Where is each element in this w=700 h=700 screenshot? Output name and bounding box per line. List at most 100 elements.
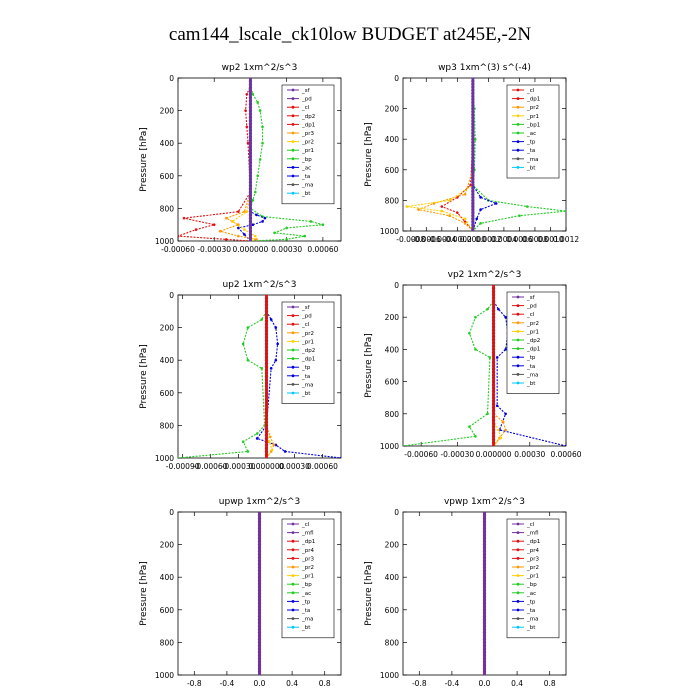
legend-entry: _ta — [301, 174, 310, 180]
series-marker — [264, 440, 269, 444]
series-marker — [248, 154, 253, 158]
series-marker — [264, 295, 269, 297]
series-marker — [482, 621, 487, 625]
series-marker — [253, 234, 257, 238]
series-marker — [491, 285, 496, 287]
series-marker — [491, 408, 496, 413]
series-marker — [264, 309, 269, 313]
legend-entry: _dp2 — [301, 348, 315, 354]
legend-entry: _dp1 — [526, 97, 540, 103]
series-marker — [482, 582, 487, 586]
legend-marker — [291, 340, 295, 343]
x-tick-label: 0.0006 — [506, 235, 532, 244]
legend-entry: _bt — [301, 391, 311, 397]
series-marker — [495, 404, 499, 408]
legend-entry: _ma — [526, 157, 538, 163]
series-marker — [264, 404, 269, 408]
series-line-2 — [472, 78, 498, 231]
series-marker — [482, 601, 487, 605]
legend-entry: _bp1 — [526, 122, 540, 128]
series-marker — [488, 356, 492, 359]
legend-marker — [516, 166, 520, 169]
series-marker — [482, 588, 487, 592]
series-marker — [504, 348, 507, 351]
legend-entry: _ta — [526, 608, 535, 614]
series-marker — [264, 352, 269, 356]
series-marker — [482, 549, 487, 553]
series-marker — [248, 161, 253, 165]
series-marker — [248, 78, 253, 80]
series-marker — [497, 307, 500, 311]
legend-entry: _cl — [301, 522, 310, 528]
series-marker — [482, 614, 487, 618]
series-marker — [504, 315, 507, 319]
series-marker — [499, 436, 503, 440]
series-marker — [564, 209, 566, 213]
series-marker — [244, 109, 247, 112]
panel-title: upwp 1xm^2/s^3 — [219, 497, 300, 507]
x-tick-label: -0.00030 — [222, 462, 256, 471]
series-marker — [257, 666, 262, 671]
legend-entry: _bt — [526, 165, 536, 171]
series-marker — [248, 223, 253, 227]
series-marker — [482, 523, 487, 527]
series-marker — [482, 644, 487, 648]
series-marker — [482, 611, 487, 615]
y-tick-label: 600 — [160, 172, 175, 181]
series-marker — [471, 97, 475, 102]
series-marker — [248, 206, 253, 210]
legend-entry: _tp — [526, 140, 536, 146]
series-marker — [248, 125, 253, 129]
series-marker — [482, 552, 487, 556]
series-marker — [248, 102, 253, 106]
series-marker — [264, 427, 269, 431]
y-tick-label: 0 — [394, 508, 399, 517]
series-marker — [248, 105, 253, 109]
legend-entry: _pr2 — [301, 331, 314, 337]
panel-5: upwp 1xm^2/s^3 Pressure [hPa] 0 200 400 600 80… — [139, 497, 342, 688]
series-marker — [264, 420, 269, 424]
series-marker — [491, 444, 496, 446]
legend-marker — [291, 565, 295, 569]
series-marker — [491, 383, 496, 387]
x-tick-label: 0.00060 — [307, 462, 338, 471]
series-marker — [257, 526, 262, 530]
series-marker — [482, 513, 487, 517]
x-tick-label: -0.4 — [220, 679, 235, 688]
panel-title: wp3 1xm^(3) s^(-4) — [438, 63, 531, 73]
series-marker — [471, 119, 475, 123]
series-marker — [251, 198, 255, 202]
y-tick-label: 600 — [385, 606, 400, 615]
y-axis-label: Pressure [hPa] — [139, 127, 149, 192]
series-marker — [283, 450, 287, 453]
legend-box — [506, 84, 560, 179]
series-marker — [248, 82, 253, 87]
y-tick-label: 0 — [169, 291, 174, 300]
legend-marker — [516, 295, 520, 299]
series-line-5 — [406, 78, 474, 231]
series-marker — [471, 220, 475, 224]
series-marker — [482, 660, 487, 664]
series-marker — [482, 526, 487, 530]
legend-marker — [291, 331, 295, 335]
series-marker — [258, 158, 262, 161]
legend-marker — [291, 123, 295, 126]
x-tick-label: 0.0008 — [522, 235, 548, 244]
y-tick-label: 0 — [169, 508, 174, 517]
panel-4: vp2 1xm^2/s^3 Pressure [hPa] 0 200 400 600 800… — [364, 270, 582, 459]
series-marker — [491, 344, 496, 348]
legend-marker — [516, 123, 520, 126]
series-marker — [491, 392, 496, 397]
series-marker — [257, 562, 262, 566]
series-marker — [264, 339, 269, 343]
legend-marker — [291, 365, 295, 369]
series-marker — [248, 174, 253, 178]
series-marker — [241, 440, 245, 444]
series-marker — [482, 585, 487, 589]
legend-marker — [516, 373, 520, 376]
series-marker — [272, 443, 276, 447]
series-marker — [463, 217, 467, 221]
legend-entry: _ma — [301, 183, 313, 189]
series-marker — [257, 653, 262, 658]
series-marker — [264, 423, 269, 427]
